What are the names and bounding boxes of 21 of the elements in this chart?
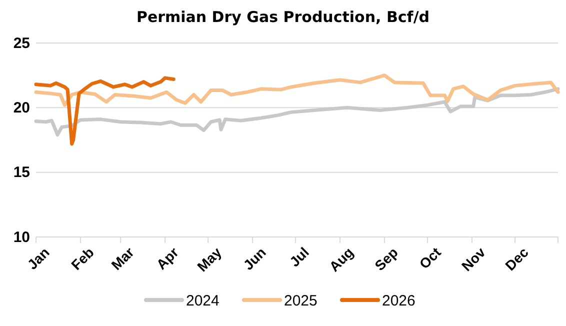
legend-label: 2025 [284, 292, 318, 310]
y-tick-label: 20 [13, 99, 30, 116]
line-series [34, 76, 176, 146]
legend-label: 2024 [186, 292, 220, 310]
x-tick-label: Oct [416, 244, 444, 272]
x-tick-label: Sep [371, 244, 401, 274]
line-series [34, 87, 560, 137]
x-tick-label: Jan [24, 244, 52, 272]
line-series [34, 74, 560, 107]
y-tick-label: 10 [13, 228, 30, 246]
x-tick-label: Jul [286, 244, 312, 270]
x-tick-label: Feb [68, 244, 97, 274]
chart-title: Permian Dry Gas Production, Bcf/d [136, 8, 430, 26]
x-tick-label: Nov [458, 244, 489, 274]
y-tick-label: 25 [13, 34, 30, 52]
legend-label: 2026 [382, 292, 416, 310]
x-tick-label: Apr [153, 244, 182, 272]
y-tick-label: 15 [13, 164, 30, 182]
x-tick-label: Dec [502, 244, 532, 274]
x-tick-label: Mar [108, 244, 138, 274]
x-tick-label: Jun [240, 244, 269, 274]
